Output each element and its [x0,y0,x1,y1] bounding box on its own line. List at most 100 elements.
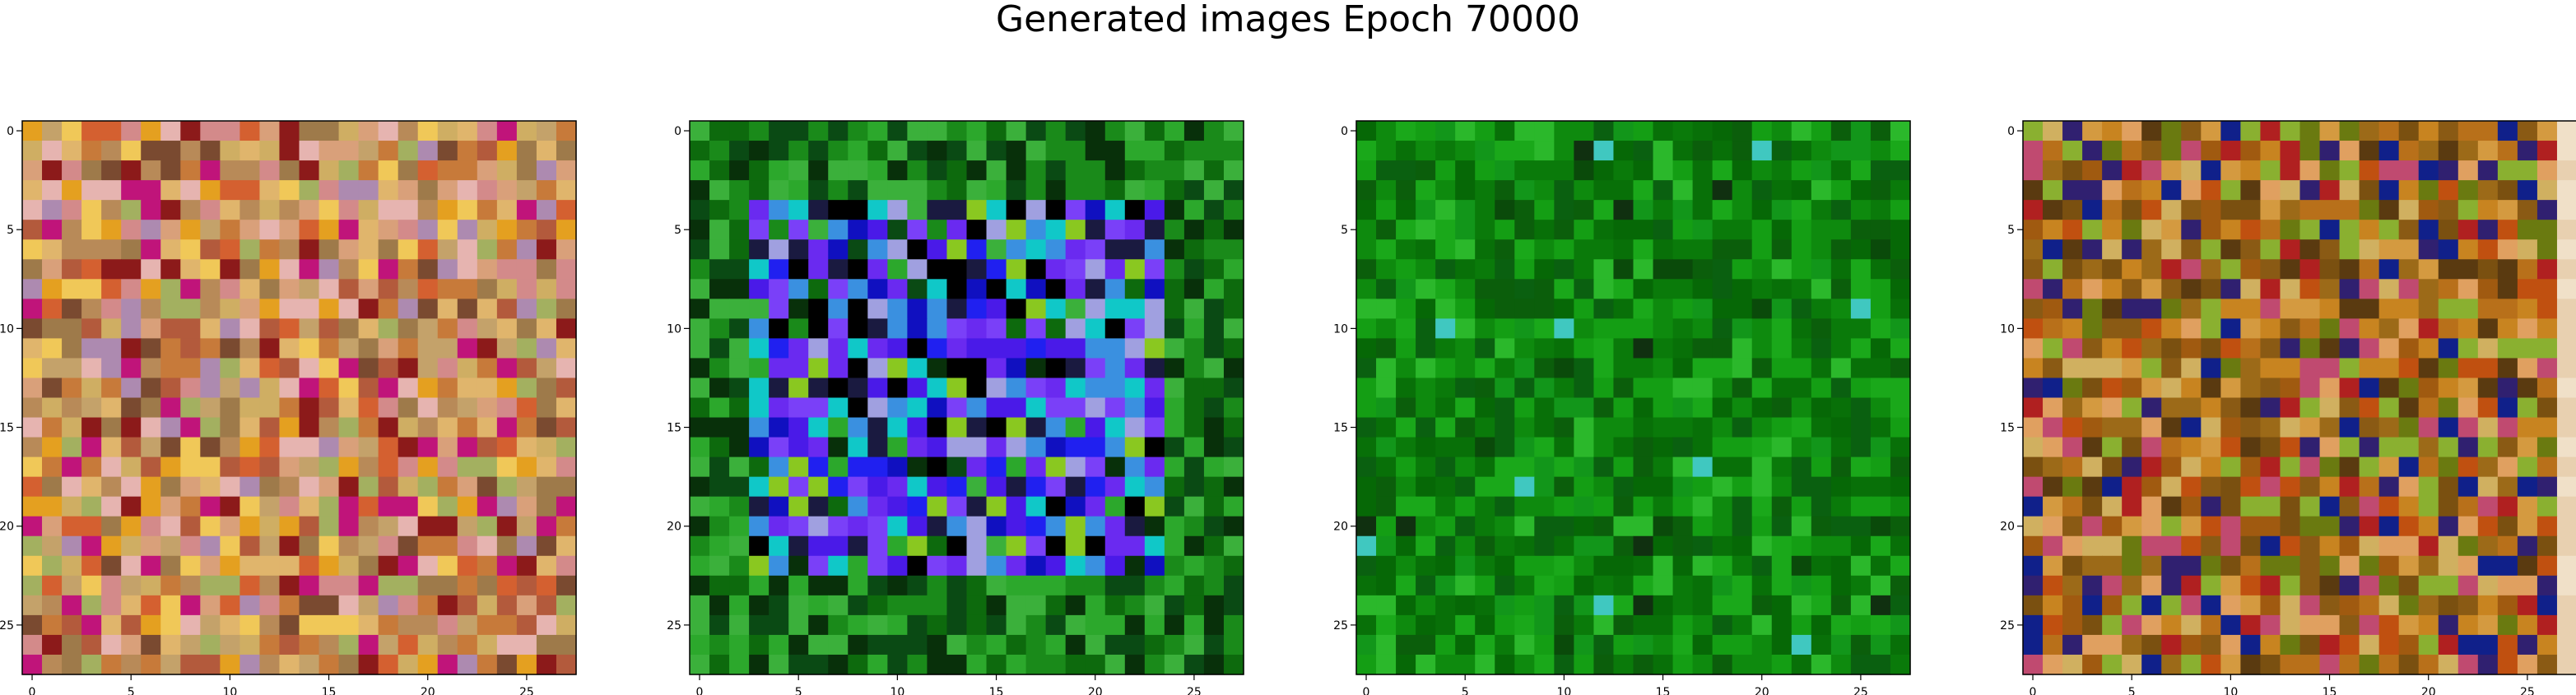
pixel-cell [808,397,829,419]
pixel-cell [1534,516,1555,537]
pixel-cell [2556,575,2576,596]
pixel-cell [81,397,102,419]
pixel-cell [1396,338,1416,359]
pixel-cell [1574,338,1595,359]
pixel-cell [966,378,988,399]
pixel-cell [788,614,809,636]
pixel-cell [42,358,63,379]
pixel-cell [2181,220,2202,240]
pixel-cell [729,160,750,181]
pixel-cell [1771,299,1793,319]
pixel-cell [1164,654,1185,675]
pixel-cell [2339,141,2360,161]
pixel-cell [1514,180,1535,201]
pixel-cell [2319,141,2341,161]
pixel-cell [2220,200,2241,220]
pixel-cell [200,575,221,596]
pixel-cell [1376,634,1397,656]
pixel-cell [1732,378,1753,399]
pixel-cell [2299,654,2321,675]
pixel-cell [556,417,577,438]
y-tick-label: 25 [2000,619,2015,632]
pixel-cell [1791,358,1812,379]
y-tick-label: 5 [2007,224,2015,237]
pixel-cell [417,476,439,498]
pixel-cell [516,259,537,280]
pixel-cell [2477,220,2499,240]
pixel-cell [1712,121,1733,141]
pixel-cell [1223,299,1244,319]
pixel-cell [1006,634,1027,656]
pixel-cell [259,397,281,419]
pixel-cell [2359,220,2380,240]
pixel-cell [2062,555,2083,577]
pixel-cell [1732,476,1753,498]
pixel-cell [378,259,399,280]
pixel-cell [1633,437,1654,458]
pixel-cell [946,160,968,181]
pixel-cell [1514,259,1535,280]
pixel-cell [1164,200,1185,220]
pixel-cell [1613,535,1634,557]
pixel-cell [1085,595,1106,616]
pixel-cell [986,378,1007,399]
pixel-cell [160,595,181,616]
pixel-cell [1771,220,1793,240]
pixel-cell [2260,220,2281,240]
pixel-cell [516,476,537,498]
pixel-cell [160,476,181,498]
pixel-cell [398,279,419,299]
pixel-cell [927,160,948,181]
pixel-cell [1045,535,1067,557]
pixel-cell [966,259,988,280]
pixel-cell [907,437,928,458]
pixel-cell [299,259,320,280]
pixel-cell [299,417,320,438]
pixel-cell [496,535,518,557]
pixel-cell [1593,279,1615,299]
pixel-cell [1593,180,1615,201]
pixel-cell [887,397,908,419]
pixel-cell [2062,654,2083,675]
pixel-cell [2359,279,2380,299]
pixel-cell [2220,180,2241,201]
y-tick-label: 5 [674,224,681,237]
pixel-cell [42,279,63,299]
pixel-cell [259,417,281,438]
pixel-cell [101,180,122,201]
pixel-cell [1416,575,1436,596]
pixel-cell [477,535,498,557]
pixel-cell [2181,417,2202,438]
pixel-cell [887,141,908,161]
pixel-cell [1455,200,1476,220]
pixel-cell [1890,654,1911,675]
pixel-cell [2536,397,2558,419]
pixel-cell [749,654,770,675]
pixel-cell [808,535,829,557]
pixel-cell [1396,476,1416,498]
pixel-cell [2339,437,2360,458]
pixel-cell [2122,634,2142,656]
pixel-cell [927,279,948,299]
pixel-cell [1751,338,1773,359]
pixel-cell [477,239,498,260]
pixel-cell [2299,121,2321,141]
pixel-cell [2457,299,2479,319]
pixel-cell [907,595,928,616]
pixel-cell [1183,555,1205,577]
pixel-cell [2240,437,2262,458]
pixel-cell [1554,180,1574,201]
pixel-cell [788,476,809,498]
pixel-cell [1751,259,1773,280]
pixel-cell [398,614,419,636]
pixel-cell [2418,160,2439,181]
pixel-cell [2161,279,2182,299]
pixel-cell [2043,575,2063,596]
pixel-cell [828,535,849,557]
pixel-cell [1396,378,1416,399]
pixel-cell [769,220,789,240]
pixel-cell [1712,358,1733,379]
pixel-cell [2378,575,2400,596]
pixel-cell [200,141,221,161]
pixel-cell [2556,417,2576,438]
